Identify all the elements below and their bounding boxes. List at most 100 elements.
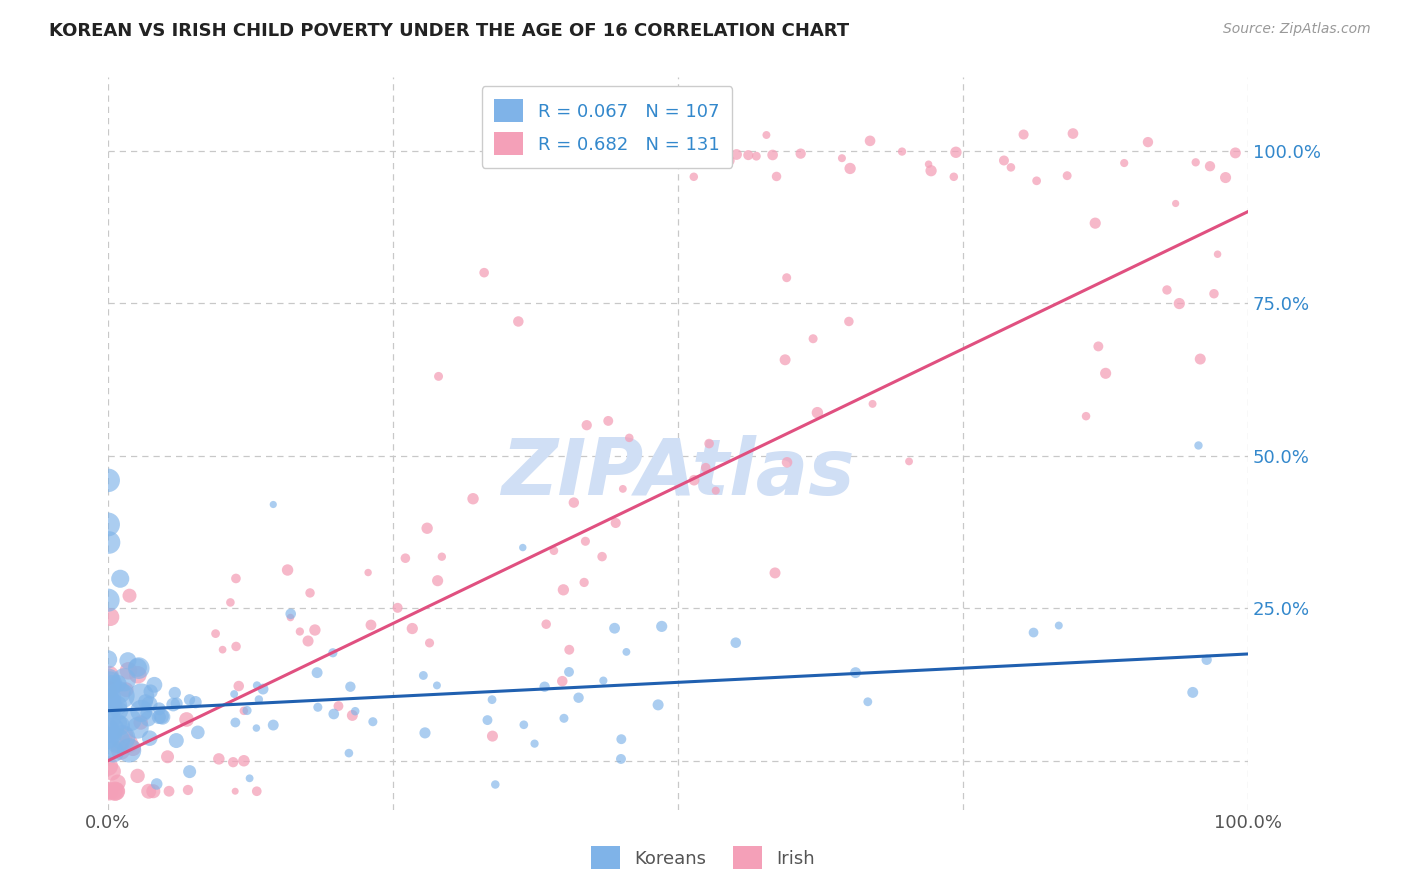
Point <box>111 689 134 703</box>
Point <box>211 642 233 657</box>
Point <box>357 566 380 580</box>
Point <box>138 784 160 798</box>
Point <box>245 721 267 735</box>
Point <box>917 157 939 171</box>
Point <box>252 682 274 697</box>
Point <box>558 642 581 657</box>
Point <box>942 169 965 184</box>
Point <box>426 574 449 588</box>
Point <box>765 169 787 184</box>
Point <box>697 436 720 450</box>
Point <box>806 406 828 420</box>
Point <box>98 668 121 682</box>
Point <box>105 784 128 798</box>
Point <box>131 704 153 718</box>
Point <box>342 708 364 723</box>
Point <box>1199 159 1222 173</box>
Point <box>97 731 120 745</box>
Point <box>128 661 150 675</box>
Point <box>150 709 173 723</box>
Point <box>1164 196 1187 211</box>
Point <box>152 710 174 724</box>
Point <box>737 148 759 162</box>
Point <box>165 733 187 747</box>
Point <box>280 607 302 621</box>
Point <box>262 718 284 732</box>
Point <box>1225 145 1247 160</box>
Point <box>831 151 853 165</box>
Point <box>103 784 125 798</box>
Point <box>224 784 246 798</box>
Point <box>762 148 785 162</box>
Point <box>328 699 350 714</box>
Point <box>110 572 132 586</box>
Point <box>277 563 299 577</box>
Point <box>344 704 367 718</box>
Point <box>97 692 120 706</box>
Point <box>176 713 198 727</box>
Point <box>100 690 122 705</box>
Point <box>138 697 160 711</box>
Point <box>484 777 506 791</box>
Point <box>773 352 796 367</box>
Point <box>598 414 620 428</box>
Point <box>129 715 152 730</box>
Point <box>108 685 131 699</box>
Point <box>651 619 673 633</box>
Point <box>97 722 120 736</box>
Point <box>523 737 546 751</box>
Point <box>920 163 942 178</box>
Point <box>208 752 231 766</box>
Point <box>107 733 129 747</box>
Point <box>228 679 250 693</box>
Point <box>1000 161 1022 175</box>
Point <box>695 460 717 475</box>
Point <box>1184 155 1206 169</box>
Point <box>121 740 143 755</box>
Point <box>1202 286 1225 301</box>
Point <box>610 752 633 766</box>
Point <box>97 700 120 714</box>
Point <box>1012 128 1035 142</box>
Point <box>654 142 676 156</box>
Point <box>665 154 688 169</box>
Point <box>461 491 484 506</box>
Point <box>111 731 134 745</box>
Point <box>103 728 125 742</box>
Point <box>512 541 534 555</box>
Point <box>575 418 598 433</box>
Point <box>127 769 149 783</box>
Point <box>98 535 121 549</box>
Point <box>763 566 786 580</box>
Point <box>605 516 627 530</box>
Point <box>1087 339 1109 353</box>
Point <box>148 710 170 724</box>
Point <box>157 784 180 798</box>
Point <box>100 693 122 707</box>
Point <box>412 668 434 682</box>
Point <box>163 686 186 700</box>
Point <box>533 680 555 694</box>
Point <box>572 575 595 590</box>
Point <box>288 624 311 639</box>
Point <box>97 652 120 666</box>
Point <box>1195 653 1218 667</box>
Point <box>184 695 207 709</box>
Point <box>361 714 384 729</box>
Point <box>236 704 259 718</box>
Point <box>945 145 967 160</box>
Point <box>224 687 246 701</box>
Point <box>574 534 596 549</box>
Point <box>661 144 683 158</box>
Text: Source: ZipAtlas.com: Source: ZipAtlas.com <box>1223 22 1371 37</box>
Point <box>592 673 614 688</box>
Point <box>107 676 129 690</box>
Point <box>1189 352 1212 367</box>
Point <box>97 474 120 488</box>
Point <box>416 521 439 535</box>
Point <box>513 718 536 732</box>
Point <box>101 677 124 691</box>
Point <box>225 572 247 586</box>
Point <box>232 754 254 768</box>
Text: ZIPAtlas: ZIPAtlas <box>501 434 855 511</box>
